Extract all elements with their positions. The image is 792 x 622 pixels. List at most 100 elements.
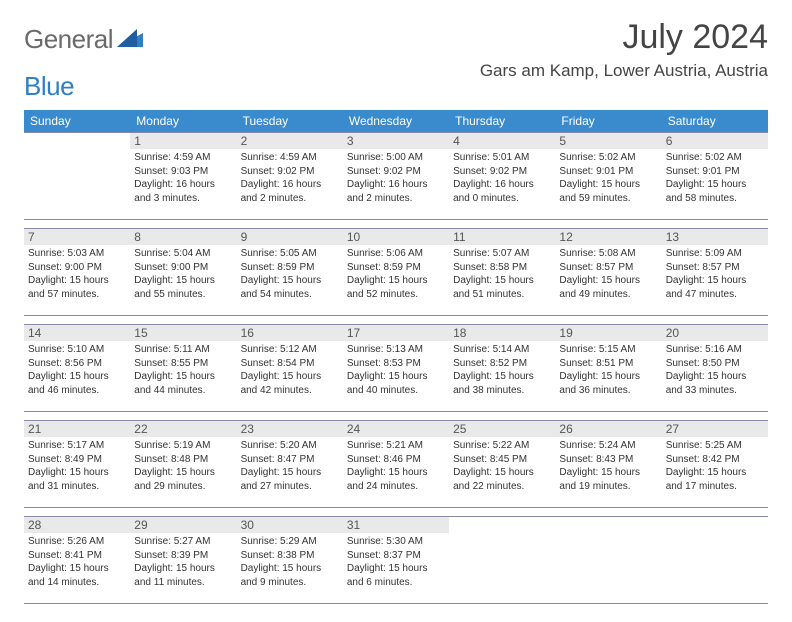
daylight-text: Daylight: 15 hours [28,274,126,288]
sunset-text: Sunset: 8:48 PM [134,453,232,467]
sunrise-text: Sunrise: 5:01 AM [453,151,551,165]
calendar-day-cell: 29Sunrise: 5:27 AMSunset: 8:39 PMDayligh… [130,516,236,604]
day-info: Sunrise: 5:17 AMSunset: 8:49 PMDaylight:… [28,439,126,493]
daylight-text: and 2 minutes. [347,192,445,206]
calendar-week-row: 1Sunrise: 4:59 AMSunset: 9:03 PMDaylight… [24,132,768,220]
day-number: 12 [555,229,661,245]
sunrise-text: Sunrise: 5:03 AM [28,247,126,261]
day-number: 26 [555,421,661,437]
day-number: 25 [449,421,555,437]
sunrise-text: Sunrise: 5:06 AM [347,247,445,261]
daylight-text: Daylight: 15 hours [134,562,232,576]
calendar-day-cell: 16Sunrise: 5:12 AMSunset: 8:54 PMDayligh… [237,324,343,412]
calendar-page: General July 2024 Gars am Kamp, Lower Au… [0,0,792,622]
sunset-text: Sunset: 8:50 PM [666,357,764,371]
sunrise-text: Sunrise: 5:07 AM [453,247,551,261]
daylight-text: and 44 minutes. [134,384,232,398]
calendar-day-cell: 28Sunrise: 5:26 AMSunset: 8:41 PMDayligh… [24,516,130,604]
daylight-text: and 40 minutes. [347,384,445,398]
sunset-text: Sunset: 8:38 PM [241,549,339,563]
calendar-day-cell: 17Sunrise: 5:13 AMSunset: 8:53 PMDayligh… [343,324,449,412]
sunset-text: Sunset: 8:42 PM [666,453,764,467]
daylight-text: and 22 minutes. [453,480,551,494]
calendar-week-row: 21Sunrise: 5:17 AMSunset: 8:49 PMDayligh… [24,420,768,508]
daylight-text: Daylight: 15 hours [347,274,445,288]
daylight-text: and 54 minutes. [241,288,339,302]
brand-logo: General [24,18,145,55]
day-info: Sunrise: 5:07 AMSunset: 8:58 PMDaylight:… [453,247,551,301]
daylight-text: Daylight: 15 hours [453,370,551,384]
daylight-text: and 42 minutes. [241,384,339,398]
calendar-day-cell: 1Sunrise: 4:59 AMSunset: 9:03 PMDaylight… [130,132,236,220]
daylight-text: and 27 minutes. [241,480,339,494]
location-text: Gars am Kamp, Lower Austria, Austria [480,61,768,81]
sunset-text: Sunset: 8:53 PM [347,357,445,371]
sunrise-text: Sunrise: 5:11 AM [134,343,232,357]
sunrise-text: Sunrise: 5:08 AM [559,247,657,261]
weekday-header: Saturday [662,110,768,132]
calendar-week-row: 7 Sunrise: 5:03 AM Sunset: 9:00 PM Daylight… [24,228,768,316]
calendar-day-cell: 14Sunrise: 5:10 AMSunset: 8:56 PMDayligh… [24,324,130,412]
day-number: 2 [237,133,343,149]
calendar-day-cell: 8Sunrise: 5:04 AMSunset: 9:00 PMDaylight… [130,228,236,316]
daylight-text: Daylight: 15 hours [347,370,445,384]
daylight-text: Daylight: 15 hours [28,370,126,384]
day-number: 3 [343,133,449,149]
daylight-text: Daylight: 15 hours [28,466,126,480]
day-info: Sunrise: 5:02 AMSunset: 9:01 PMDaylight:… [666,151,764,205]
sunset-text: Sunset: 8:59 PM [241,261,339,275]
sunrise-text: Sunrise: 5:00 AM [347,151,445,165]
daylight-text: and 47 minutes. [666,288,764,302]
calendar-day-cell: 22Sunrise: 5:19 AMSunset: 8:48 PMDayligh… [130,420,236,508]
day-number: 9 [237,229,343,245]
day-number: 19 [555,325,661,341]
day-info: Sunrise: 5:14 AMSunset: 8:52 PMDaylight:… [453,343,551,397]
sunset-text: Sunset: 8:43 PM [559,453,657,467]
day-info: Sunrise: 5:04 AMSunset: 9:00 PMDaylight:… [134,247,232,301]
day-number: 5 [555,133,661,149]
calendar-day-cell: 25Sunrise: 5:22 AMSunset: 8:45 PMDayligh… [449,420,555,508]
sunrise-text: Sunrise: 5:19 AM [134,439,232,453]
sunrise-text: Sunrise: 5:20 AM [241,439,339,453]
daylight-text: and 51 minutes. [453,288,551,302]
calendar-day-cell: 31Sunrise: 5:30 AMSunset: 8:37 PMDayligh… [343,516,449,604]
daylight-text: Daylight: 15 hours [453,466,551,480]
daylight-text: and 36 minutes. [559,384,657,398]
day-info: Sunrise: 5:30 AMSunset: 8:37 PMDaylight:… [347,535,445,589]
sunset-text: Sunset: 8:41 PM [28,549,126,563]
sunrise-text: Sunrise: 5:12 AM [241,343,339,357]
sunrise-text: Sunrise: 5:24 AM [559,439,657,453]
day-number: 28 [24,517,130,533]
sunset-text: Sunset: 8:51 PM [559,357,657,371]
day-info: Sunrise: 5:27 AMSunset: 8:39 PMDaylight:… [134,535,232,589]
daylight-text: and 46 minutes. [28,384,126,398]
calendar-day-cell: 19Sunrise: 5:15 AMSunset: 8:51 PMDayligh… [555,324,661,412]
day-info: Sunrise: 5:13 AMSunset: 8:53 PMDaylight:… [347,343,445,397]
sunrise-text: Sunrise: 5:02 AM [666,151,764,165]
daylight-text: and 38 minutes. [453,384,551,398]
sunrise-text: Sunrise: 5:04 AM [134,247,232,261]
logo-text-blue: Blue [24,71,74,102]
daylight-text: and 49 minutes. [559,288,657,302]
row-spacer [24,412,768,420]
weekday-header: Wednesday [343,110,449,132]
daylight-text: Daylight: 15 hours [666,466,764,480]
day-number: 24 [343,421,449,437]
logo-text-general: General [24,24,113,55]
day-info: Sunrise: 5:11 AMSunset: 8:55 PMDaylight:… [134,343,232,397]
day-number: 11 [449,229,555,245]
sunset-text: Sunset: 9:02 PM [241,165,339,179]
sunset-text: Sunset: 9:01 PM [666,165,764,179]
sunrise-text: Sunrise: 5:13 AM [347,343,445,357]
row-spacer [24,316,768,324]
logo-triangle-icon [117,29,143,52]
day-number: 7 [24,229,130,245]
calendar-table: SundayMondayTuesdayWednesdayThursdayFrid… [24,110,768,604]
sunset-text: Sunset: 8:59 PM [347,261,445,275]
sunset-text: Sunset: 9:00 PM [134,261,232,275]
sunrise-text: Sunrise: 5:16 AM [666,343,764,357]
day-info: Sunrise: 4:59 AMSunset: 9:03 PMDaylight:… [134,151,232,205]
sunrise-text: Sunrise: 5:21 AM [347,439,445,453]
month-title: July 2024 [480,18,768,57]
daylight-text: Daylight: 15 hours [241,274,339,288]
